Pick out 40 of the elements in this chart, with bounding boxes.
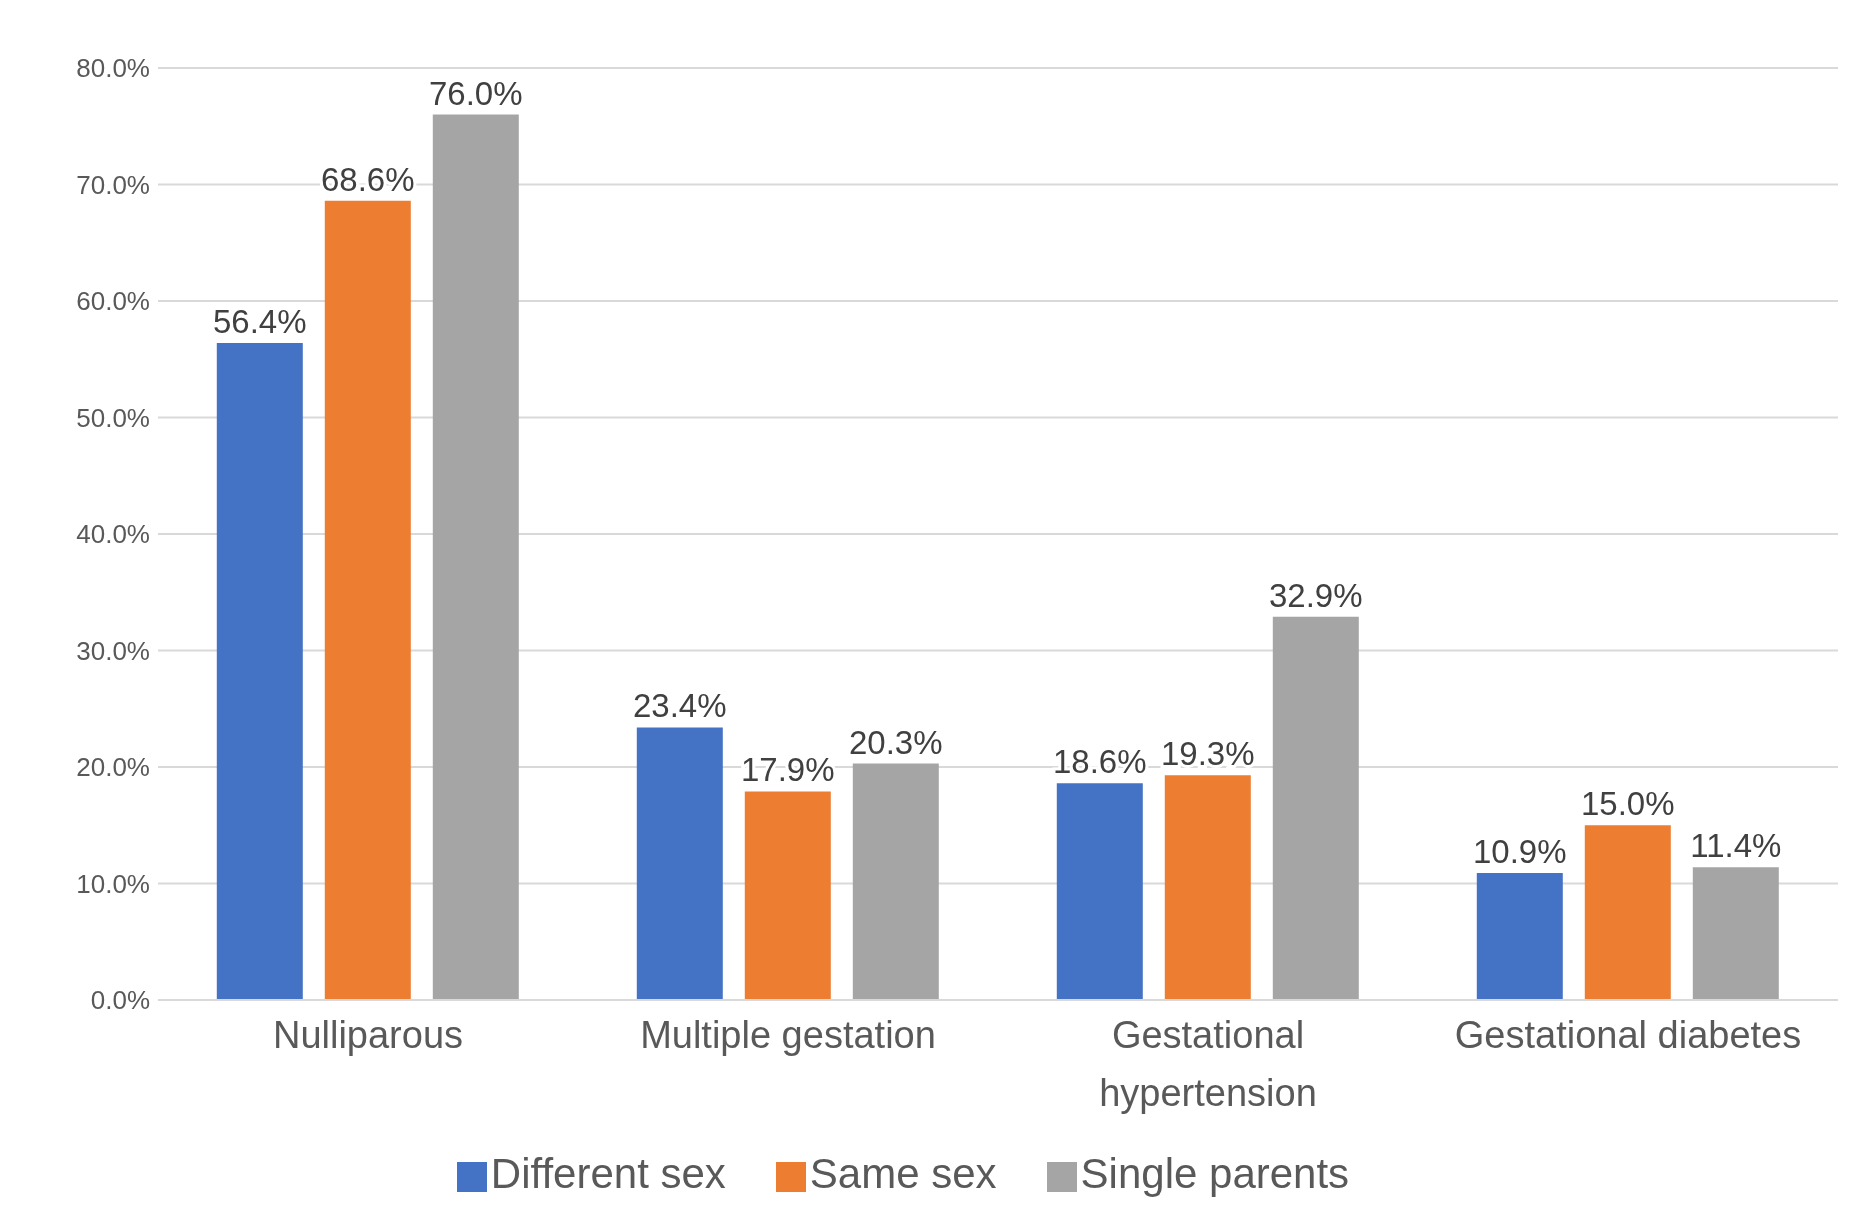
- legend-label: Different sex: [490, 1150, 726, 1197]
- x-tick-label: Nulliparous: [272, 1014, 464, 1056]
- bar: [1056, 783, 1143, 1000]
- y-tick-label: 10.0%: [76, 868, 150, 899]
- y-tick-label: 50.0%: [76, 402, 150, 433]
- bar: [1164, 775, 1251, 1000]
- data-label: 17.9%: [741, 751, 835, 789]
- legend-label: Single parents: [1080, 1150, 1350, 1197]
- data-label: 76.0%: [429, 74, 523, 112]
- data-label: 32.9%: [1269, 576, 1363, 614]
- x-tick-label: Gestational hypertension: [1099, 1014, 1317, 1114]
- bar: [216, 342, 303, 1000]
- bar: [1692, 867, 1779, 1000]
- bar: [1584, 825, 1671, 1000]
- data-label: 18.6%: [1053, 743, 1147, 781]
- x-tick-label: Gestational diabetes: [1454, 1014, 1802, 1056]
- bar: [432, 114, 519, 1000]
- y-tick-label: 30.0%: [76, 635, 150, 666]
- y-tick-label: 0.0%: [90, 985, 150, 1016]
- data-label: 23.4%: [633, 687, 727, 725]
- x-tick-label: Multiple gestation: [640, 1014, 936, 1056]
- data-label: 68.6%: [321, 160, 415, 198]
- data-label: 15.0%: [1581, 785, 1675, 823]
- bar: [1272, 616, 1359, 1000]
- data-label: 20.3%: [849, 723, 943, 761]
- bar: [324, 200, 411, 1000]
- data-label: 19.3%: [1161, 735, 1255, 773]
- bar: [636, 727, 723, 1000]
- data-label: 10.9%: [1473, 833, 1567, 871]
- legend-label: Same sex: [809, 1150, 997, 1197]
- y-tick-label: 80.0%: [76, 53, 150, 84]
- data-label: 56.4%: [213, 302, 307, 340]
- data-label: 11.4%: [1690, 827, 1782, 865]
- y-tick-label: 40.0%: [76, 519, 150, 550]
- bar: [744, 791, 831, 1000]
- y-tick-label: 70.0%: [76, 169, 150, 200]
- bar: [852, 763, 939, 1000]
- bar: [1476, 873, 1563, 1000]
- y-tick-label: 20.0%: [76, 752, 150, 783]
- y-tick-label: 60.0%: [76, 286, 150, 317]
